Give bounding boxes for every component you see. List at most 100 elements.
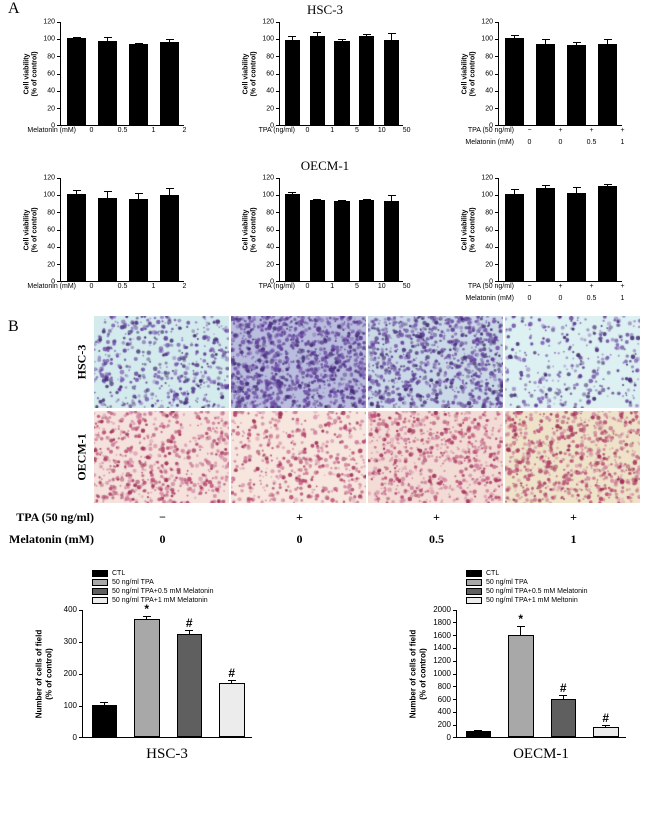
error-bar-cap <box>572 41 581 43</box>
x-axis-value: 5 <box>355 283 359 290</box>
y-axis-title: Cell viability (% of control) <box>24 22 40 126</box>
y-tick-mark <box>276 281 279 282</box>
y-axis-title-text: Number of cells of field (% of control) <box>408 629 427 719</box>
legend-label: CTL <box>486 570 500 577</box>
y-tick-mark <box>453 647 456 649</box>
error-bar-line <box>107 190 108 198</box>
error-bar-line <box>76 190 77 195</box>
error-bar <box>100 702 109 705</box>
x-axis-label-text: Melatonin (mM) <box>465 139 514 146</box>
chart-body: Cell viability (% of control) 0 20 40 60 80 100… <box>243 174 419 294</box>
error-bar <box>516 626 525 635</box>
micrograph-oecm1-tpa-melatonin-1 <box>505 411 640 503</box>
x-axis-cells: 0 0.5 1 2 <box>76 283 200 294</box>
error-bar-cap <box>516 626 525 628</box>
y-tick-label: 20 <box>47 105 55 113</box>
bar <box>134 618 160 737</box>
bar <box>309 200 325 281</box>
error-bar-line <box>520 626 522 635</box>
legend-swatch <box>466 597 482 604</box>
error-bar-cap <box>313 198 322 200</box>
error-bar-cap <box>510 189 519 191</box>
x-axis-label: Melatonin (mM) <box>465 139 514 150</box>
chart-legend: CTL 50 ng/ml TPA 50 ng/ml TPA+0.5 mM Melat… <box>92 570 252 604</box>
error-bar-cap <box>165 188 174 190</box>
plot-area <box>60 178 184 282</box>
y-tick-label: 100 <box>481 191 493 199</box>
melatonin-value-3: 0.5 <box>429 531 444 546</box>
x-axis-label-text: TPA (ng/ml) <box>258 127 295 134</box>
error-bar <box>510 189 519 195</box>
y-tick-mark <box>453 686 456 688</box>
y-tick-label: 120 <box>262 174 274 182</box>
error-bar <box>572 41 581 46</box>
y-tick-label: 400 <box>437 707 451 717</box>
y-tick-label: 0 <box>270 278 274 286</box>
error-bar-line <box>514 189 515 195</box>
chart-hsc3-tpa-melatonin-viability: Cell viability (% of control) 0 20 40 60 80 100… <box>462 19 638 150</box>
x-axis-label-text: TPA (ng/ml) <box>258 283 295 290</box>
x-axis-label: TPA (50 ng/ml) <box>468 127 514 138</box>
x-axis-cells: 0 0.5 1 2 <box>76 127 200 138</box>
error-bar <box>313 32 322 36</box>
error-bar-cap <box>72 190 81 192</box>
y-tick-mark <box>57 281 60 282</box>
error-bar <box>227 680 236 683</box>
x-axis-value: 0 <box>305 283 310 290</box>
y-tick-label: 0 <box>270 122 274 130</box>
y-tick-label: 1600 <box>433 630 451 640</box>
y-tick-mark <box>57 212 60 214</box>
x-axis-row: TPA (ng/ml) 0 1 5 10 50 <box>259 127 419 138</box>
legend-item: 50 ng/ml TPA <box>92 579 252 586</box>
error-bar <box>134 192 143 199</box>
y-tick-mark <box>57 194 60 196</box>
error-bar <box>387 195 396 202</box>
panel-b: B HSC-3 OECM-1 <box>0 316 650 550</box>
plot-area: * # # <box>456 610 626 738</box>
chart-title: HSC-3 <box>146 746 188 762</box>
bar <box>597 43 618 125</box>
plot-area <box>498 22 622 126</box>
chart-hsc3-migration: CTL 50 ng/ml TPA 50 ng/ml TPA+0.5 mM Melat… <box>34 570 252 763</box>
tpa-annotation-values: − + + + <box>94 510 642 525</box>
bar <box>550 698 576 737</box>
plot-row: 0 20 40 60 80 100 120 <box>259 174 419 286</box>
error-bar-line <box>545 39 546 45</box>
plot-row: 0 100 200 300 400 * # # <box>54 603 252 742</box>
micrograph-hsc3-tpa <box>231 316 366 408</box>
melatonin-annotation-label: Melatonin (mM) <box>0 532 94 547</box>
chart-oecm1-tpa-viability: Cell viability (% of control) 0 20 40 60 80 100… <box>243 174 419 294</box>
y-tick-label: 120 <box>43 18 55 26</box>
y-tick-label: 400 <box>63 605 77 614</box>
significance-marker: # <box>228 666 236 681</box>
chart-main: 0 20 40 60 80 100 120 Melatonin (mM) 0 0.5 1 2 <box>27 175 200 294</box>
x-axis-row: Melatonin (mM) 0 0 0.5 1 <box>465 295 638 306</box>
error-bar-line <box>169 39 170 42</box>
error-bar-line <box>576 41 577 46</box>
error-bar-line <box>231 680 233 683</box>
x-axis-value: 2 <box>182 127 187 134</box>
error-bar <box>362 198 371 201</box>
hsc3-section-title: HSC-3 <box>306 2 344 17</box>
x-axis-value: 0 <box>558 295 563 302</box>
y-tick-mark <box>453 660 456 662</box>
error-bar-line <box>107 36 108 41</box>
y-tick-mark <box>276 38 279 40</box>
chart-main: 0 20 40 60 80 100 120 TPA (50 ng/ml) − + + + Melaton… <box>465 19 638 150</box>
x-axis-value: 1 <box>620 295 625 302</box>
error-bar <box>601 724 610 728</box>
error-bar <box>559 694 568 699</box>
bar <box>91 705 117 737</box>
tpa-annotation-label: TPA (50 ng/ml) <box>0 510 94 525</box>
panel-b-label: B <box>8 318 19 335</box>
y-tick-mark <box>57 90 60 92</box>
plot-area <box>279 178 403 282</box>
y-axis-title: Cell viability (% of control) <box>24 178 40 282</box>
x-axis-label: Melatonin (mM) <box>27 283 76 294</box>
y-tick-label: 0 <box>72 733 77 742</box>
tpa-annotation-label-text: TPA (50 ng/ml) <box>16 509 94 524</box>
x-axis-value: 0.5 <box>586 295 597 302</box>
oecm1-micrograph-row-label: OECM-1 <box>70 411 94 503</box>
significance-marker: * <box>144 602 150 617</box>
bar <box>128 44 149 125</box>
